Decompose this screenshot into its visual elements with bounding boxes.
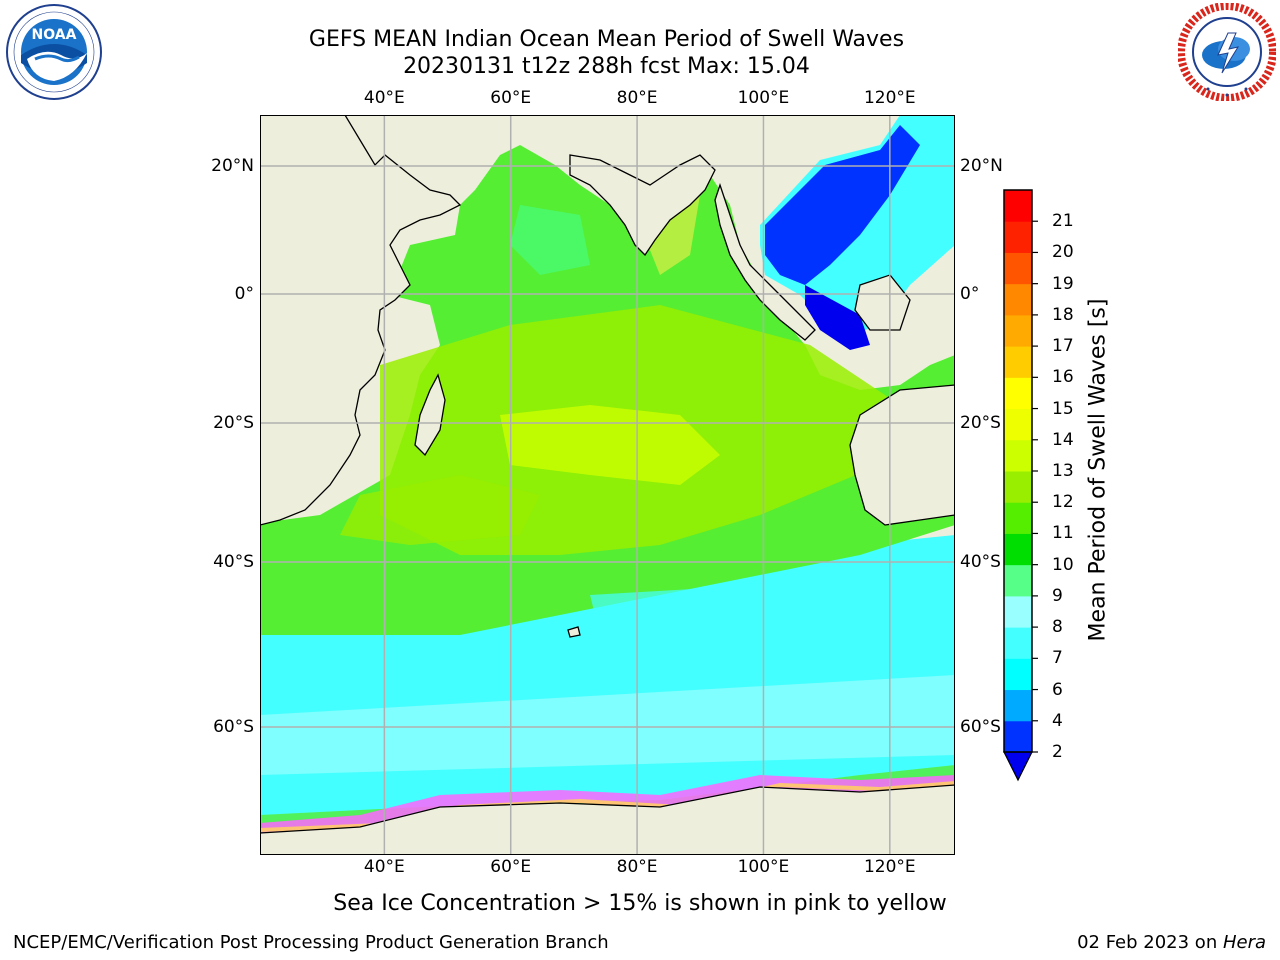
lat-tick-label-left: 0° xyxy=(234,284,254,304)
colorbar-tick-label: 11 xyxy=(1052,523,1074,544)
lat-tick-label-right: 20°S xyxy=(960,413,1001,433)
lon-tick-label-top: 60°E xyxy=(490,88,532,108)
colorbar-segment xyxy=(1004,627,1032,659)
colorbar-tick-label: 14 xyxy=(1052,429,1074,450)
colorbar-segment xyxy=(1004,252,1032,285)
sea-ice-note: Sea Ice Concentration > 15% is shown in … xyxy=(333,891,947,916)
lon-tick-label-bot: 40°E xyxy=(363,857,405,877)
chart-subtitle: 20230131 t12z 288h fcst Max: 15.04 xyxy=(403,54,810,79)
lon-tick-label-top: 40°E xyxy=(363,88,405,108)
colorbar-tick-label: 12 xyxy=(1052,492,1074,513)
colorbar-tick-label: 7 xyxy=(1052,648,1063,669)
colorbar-segment xyxy=(1004,346,1032,378)
colorbar-tick-label: 21 xyxy=(1052,211,1074,232)
colorbar-segment xyxy=(1004,533,1032,566)
colorbar-segment xyxy=(1004,502,1032,534)
colorbar-tick-label: 10 xyxy=(1052,554,1074,575)
chart-title: GEFS MEAN Indian Ocean Mean Period of Sw… xyxy=(308,27,905,52)
colorbar-tick-label: 17 xyxy=(1052,336,1074,357)
colorbar-segment xyxy=(1004,689,1032,722)
lat-tick-label-right: 60°S xyxy=(960,717,1001,737)
colorbar-tick-label: 18 xyxy=(1052,304,1074,325)
colorbar-tick-label: 8 xyxy=(1052,617,1063,638)
colorbar-segment xyxy=(1004,408,1032,441)
lat-tick-label-left: 20°N xyxy=(211,156,254,176)
lon-tick-label-bot: 120°E xyxy=(863,857,916,877)
colorbar xyxy=(1000,185,1040,789)
colorbar-segment xyxy=(1004,471,1032,503)
lat-tick-label-right: 0° xyxy=(960,284,980,304)
ocean-map xyxy=(259,114,956,859)
colorbar-segment xyxy=(1004,564,1032,597)
lon-tick-label-top: 80°E xyxy=(616,88,658,108)
nws-logo xyxy=(1177,2,1277,105)
colorbar-segment xyxy=(1004,190,1032,222)
lat-tick-label-left: 40°S xyxy=(213,552,254,572)
colorbar-segment xyxy=(1004,439,1032,472)
colorbar-tick-label: 9 xyxy=(1052,585,1063,606)
colorbar-label: Mean Period of Swell Waves [s] xyxy=(1085,298,1111,642)
lon-tick-label-bot: 100°E xyxy=(737,857,790,877)
colorbar-segment xyxy=(1004,314,1032,347)
colorbar-tick-label: 13 xyxy=(1052,461,1074,481)
noaa-logo: NOAA xyxy=(5,3,103,105)
footer-credit: NCEP/EMC/Verification Post Processing Pr… xyxy=(13,932,609,953)
footer-date: 02 Feb 2023 on Hera xyxy=(1077,932,1266,953)
colorbar-segment xyxy=(1004,720,1032,753)
colorbar-tick-label: 6 xyxy=(1052,679,1063,700)
colorbar-segment xyxy=(1004,283,1032,316)
lon-tick-label-bot: 60°E xyxy=(490,857,532,877)
lat-tick-label-left: 60°S xyxy=(213,717,254,737)
map-gridlines xyxy=(260,115,955,855)
lat-tick-label-right: 40°S xyxy=(960,552,1001,572)
colorbar-tick-label: 4 xyxy=(1052,710,1063,731)
colorbar-under-arrow xyxy=(1003,751,1033,782)
lon-tick-label-top: 120°E xyxy=(863,88,916,108)
colorbar-tick-label: 16 xyxy=(1052,367,1074,388)
lon-tick-label-bot: 80°E xyxy=(616,857,658,877)
colorbar-tick-label: 19 xyxy=(1052,273,1074,294)
lat-tick-label-right: 20°N xyxy=(960,156,1003,176)
lon-tick-label-top: 100°E xyxy=(737,88,790,108)
footer-host: Hera xyxy=(1222,932,1266,953)
noaa-logo-text: NOAA xyxy=(32,27,77,43)
colorbar-segment xyxy=(1004,377,1032,410)
colorbar-tick-label: 2 xyxy=(1052,742,1063,762)
colorbar-tick-label: 15 xyxy=(1052,398,1074,419)
colorbar-segment xyxy=(1004,221,1032,253)
colorbar-segment xyxy=(1004,658,1032,691)
colorbar-segment xyxy=(1004,595,1032,628)
lat-tick-label-left: 20°S xyxy=(213,413,254,433)
colorbar-tick-label: 20 xyxy=(1052,242,1074,263)
footer-date-text: 02 Feb 2023 on xyxy=(1077,932,1223,953)
